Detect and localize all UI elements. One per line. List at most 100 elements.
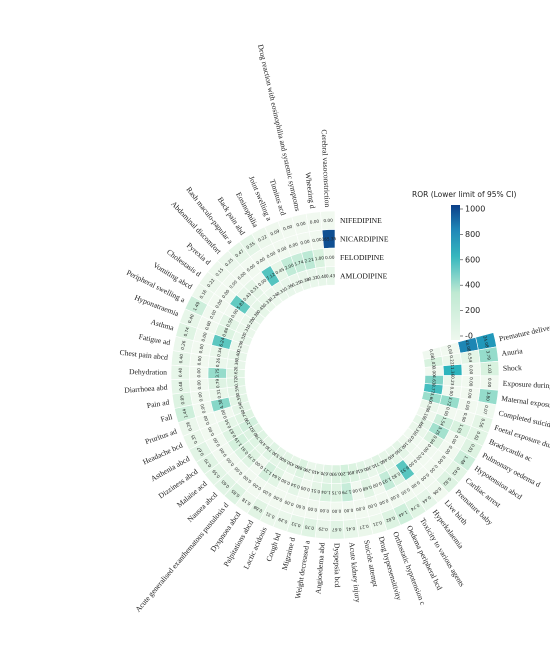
cell-value: 0.07	[408, 431, 418, 442]
cell-value: 1.93	[381, 476, 392, 485]
cell-value: 0.00	[487, 378, 492, 388]
cell-value: 0.38	[250, 310, 260, 321]
colorbar-tick-label: 200	[465, 306, 480, 315]
cell-value: 0.00	[196, 368, 201, 378]
cell-value: 3.75	[215, 368, 220, 378]
cell-value: 0.76	[240, 411, 249, 422]
cell-value: 0.00	[277, 245, 288, 253]
cell-value: 0.64	[271, 472, 282, 481]
cell-value: 3.72	[446, 396, 453, 407]
cell-value: 0.55	[395, 445, 406, 455]
cell-value: 0.31	[265, 511, 276, 520]
cell-value: 0.08	[428, 348, 435, 359]
cell-value: 0.75	[246, 453, 256, 463]
cell-value: 3.60	[428, 392, 435, 403]
cell-value: 1.74	[294, 259, 305, 267]
cell-amlodipine-55	[325, 266, 336, 286]
cell-value: 1.04	[321, 490, 331, 496]
cell-value: 0.86	[296, 464, 307, 472]
cell-value: 0.00	[300, 239, 311, 246]
cell-value: 0.18	[241, 497, 252, 507]
category-label: Pulmonary oedema d	[481, 451, 542, 490]
cell-value: 0.00	[407, 458, 418, 468]
cell-value: 0.44	[421, 495, 432, 505]
cell-value: 0.53	[273, 451, 284, 461]
cell-value: 0.00	[209, 309, 218, 320]
cell-value: 0.00	[272, 494, 283, 503]
cell-value: 0.00	[437, 454, 447, 465]
cell-value: 0.26	[185, 421, 193, 432]
category-label: Fall	[160, 412, 174, 424]
cell-value: 0.67	[332, 527, 342, 532]
cell-value: 0.89	[348, 469, 358, 476]
cell-value: 0.00	[220, 409, 228, 420]
cell-value: 0.68	[362, 485, 373, 492]
cell-value: 0.29	[305, 467, 316, 474]
cell-value: 0.70	[304, 524, 314, 531]
cell-value: 8.77	[430, 384, 436, 394]
cell-value: 0.00	[200, 331, 207, 342]
cell-value: 0.21	[372, 520, 383, 527]
cell-value: 0.83	[228, 428, 237, 439]
cell-value: 6.24	[218, 337, 225, 348]
cell-value: 0.00	[251, 482, 262, 492]
cell-value: 0.00	[204, 320, 212, 331]
cell-value: 1.19	[233, 436, 243, 447]
cell-value: 0.45	[288, 461, 299, 470]
cell-value: 0.00	[447, 345, 454, 356]
cell-value: 0.28	[246, 318, 255, 329]
cell-value: 0.93	[331, 472, 341, 477]
cell-value: 0.53	[291, 521, 302, 528]
colorbar-tick-label: 600	[465, 255, 480, 264]
cell-value: 1.44	[181, 408, 188, 419]
category-label: Fatigue ad	[138, 332, 171, 347]
cell-value: 3.25	[434, 425, 443, 436]
cell-value: 0.60	[280, 456, 291, 465]
colorbar-title: ROR (Lower limit of 95% CI)	[412, 190, 516, 199]
cell-value: 0.00	[246, 263, 257, 273]
cell-value: 0.91	[239, 445, 249, 456]
cell-value: 0.00	[352, 487, 362, 494]
cell-value: 0.94	[429, 434, 438, 445]
cell-value: 0.00	[461, 412, 469, 423]
cell-value: 2.21	[304, 257, 315, 264]
cell-value: 0.46	[381, 455, 392, 464]
cell-value: 0.06	[432, 486, 443, 496]
cell-value: 0.35	[190, 434, 199, 445]
cell-value: 1.20	[340, 471, 350, 477]
cell-value: 0.34	[216, 347, 223, 357]
colorbar-tick-label: 800	[465, 230, 480, 239]
cell-value: 0.10	[422, 409, 430, 420]
cell-value: 0.25	[291, 279, 302, 287]
cell-value: 0.00	[196, 380, 202, 390]
cell-value: 0.36	[283, 283, 294, 292]
cell-value: 0.29	[277, 517, 288, 525]
cell-value: 0.73	[266, 446, 277, 456]
cell-value: 0.65	[220, 479, 230, 489]
cell-value: 0.68	[252, 505, 263, 514]
cell-value: 0.00	[254, 460, 265, 470]
colorbar-tick-label: -0	[465, 332, 473, 341]
cell-value: 0.00	[230, 308, 239, 319]
cell-value: 0.00	[420, 472, 431, 482]
category-label: Wheezing d	[303, 172, 317, 210]
cell-value: 0.00	[242, 474, 253, 484]
cell-value: 0.27	[359, 524, 369, 531]
cell-value: 0.36	[233, 359, 239, 369]
cell-value: 0.00	[280, 478, 291, 487]
cell-value: 0.38	[299, 277, 310, 285]
cell-value: 0.67	[196, 446, 205, 457]
cell-value: 0.36	[365, 464, 376, 472]
cell-value: 3.80	[485, 391, 491, 401]
category-label: Cerebral vasoconstriction	[320, 129, 332, 207]
category-label: Cough bd	[264, 531, 283, 562]
cell-value: 0.54	[290, 482, 301, 490]
cell-value: 0.43	[242, 291, 252, 302]
cell-value: 0.40	[178, 354, 184, 364]
cell-value: 0.16	[402, 438, 412, 448]
cell-value: 0.31	[242, 325, 251, 336]
cell-value: 0.32	[308, 275, 319, 282]
cell-value: 0.79	[215, 378, 221, 388]
cell-value: 0.40	[388, 450, 399, 460]
cell-value: 0.00	[443, 406, 451, 417]
